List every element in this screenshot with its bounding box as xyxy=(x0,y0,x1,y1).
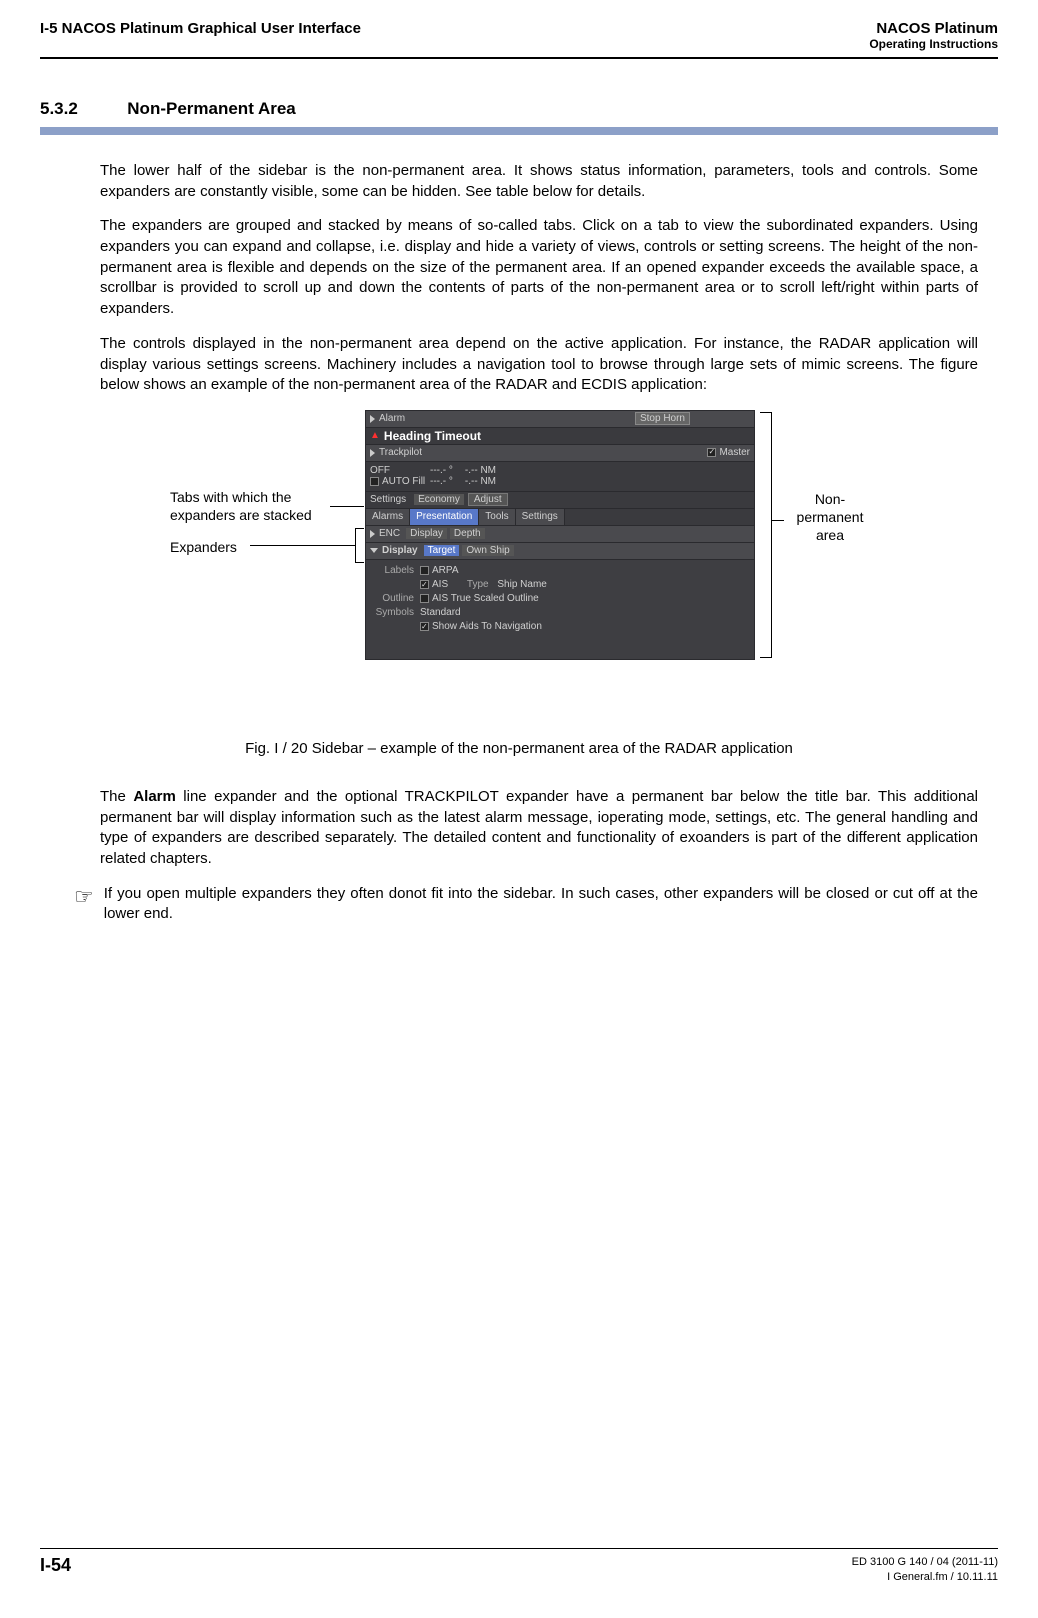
annot-np-l1: Non- xyxy=(785,490,875,508)
annot-tabs: Tabs with which the expanders are stacke… xyxy=(170,488,312,524)
p4c: line expander and the optional TRACKPILO… xyxy=(100,788,978,867)
ss-enc: ENC xyxy=(379,528,400,539)
ss-depth: Depth xyxy=(450,528,485,539)
ss-display-row: Display Target Own Ship xyxy=(366,543,754,560)
ss-nm3: ---.- ° xyxy=(430,476,453,487)
footer-rule xyxy=(40,1548,998,1549)
pointing-hand-icon: ☞ xyxy=(74,882,94,923)
tab-tools: Tools xyxy=(479,509,515,525)
ss-trackpilot-row: Trackpilot Master xyxy=(366,445,754,462)
ss-status-row: OFF AUTO Fill ---.- ° ---.- ° -.-- NM -.… xyxy=(366,462,754,492)
ss-master: Master xyxy=(719,447,750,458)
ss-symbols: Symbols xyxy=(372,606,420,634)
ss-type: Type xyxy=(467,579,489,590)
annot-expanders: Expanders xyxy=(170,538,237,556)
ss-showaids: Show Aids To Navigation xyxy=(432,621,542,632)
section-heading: 5.3.2 Non-Permanent Area xyxy=(40,99,998,119)
ss-settings: Settings xyxy=(370,494,406,505)
p4b: Alarm xyxy=(133,788,176,805)
body-content: The lower half of the sidebar is the non… xyxy=(100,161,978,396)
section-underline xyxy=(40,127,998,135)
ss-shipname: Ship Name xyxy=(497,579,546,590)
footer-doc: ED 3100 G 140 / 04 (2011-11) xyxy=(852,1555,998,1569)
annot-tabs-l1: Tabs with which the xyxy=(170,488,312,506)
ss-display2: Display xyxy=(382,545,418,556)
section-number: 5.3.2 xyxy=(40,99,78,118)
ss-economy: Economy xyxy=(414,494,464,505)
warning-icon: ▲ xyxy=(370,430,380,441)
ss-aisoutline: AIS True Scaled Outline xyxy=(432,593,539,604)
expand-down-icon xyxy=(370,548,378,553)
tab-presentation: Presentation xyxy=(410,509,479,525)
expand-icon xyxy=(370,530,375,538)
annot-tabs-l2: expanders are stacked xyxy=(170,506,312,524)
after-figure: The Alarm line expander and the optional… xyxy=(100,787,978,870)
checkbox-icon xyxy=(420,566,429,575)
header-rule xyxy=(40,57,998,59)
footer-file: I General.fm / 10.11.11 xyxy=(852,1570,998,1584)
header-right: NACOS Platinum Operating Instructions xyxy=(869,20,998,51)
checkbox-icon xyxy=(420,580,429,589)
ss-outline: Outline xyxy=(372,592,420,606)
ss-alarm: Alarm xyxy=(379,413,405,424)
figure: Tabs with which the expanders are stacke… xyxy=(40,410,998,710)
annot-nonpermanent: Non- permanent area xyxy=(785,490,875,545)
annot-np-l3: area xyxy=(785,526,875,544)
ss-alarm-row: Alarm Stop Horn xyxy=(366,411,754,428)
header-left: I-5 NACOS Platinum Graphical User Interf… xyxy=(40,20,361,37)
ss-heading: Heading Timeout xyxy=(384,429,481,443)
ss-ownship: Own Ship xyxy=(462,545,513,556)
ss-body: Labels ARPA AIS Type Ship Name Outline A… xyxy=(366,560,754,638)
annot-np-l2: permanent xyxy=(785,508,875,526)
checkbox-icon xyxy=(707,448,716,457)
paragraph-3: The controls displayed in the non-perman… xyxy=(100,334,978,396)
ss-nm4: -.-- NM xyxy=(465,476,496,487)
ss-standard: Standard xyxy=(420,606,542,620)
ss-settings-row: Settings Economy Adjust xyxy=(366,492,754,509)
ss-nm1: ---.- ° xyxy=(430,465,453,476)
tab-alarms: Alarms xyxy=(366,509,410,525)
bracket-np xyxy=(760,412,772,658)
bracket-expanders xyxy=(355,528,364,563)
ss-heading-row: ▲ Heading Timeout xyxy=(366,428,754,445)
note-text: If you open multiple expanders they ofte… xyxy=(104,884,978,925)
expand-icon xyxy=(370,415,375,423)
note: ☞ If you open multiple expanders they of… xyxy=(74,884,978,925)
ss-enc-row: ENC Display Depth xyxy=(366,526,754,543)
ss-stophorn: Stop Horn xyxy=(635,412,690,425)
sidebar-screenshot: Alarm Stop Horn ▲ Heading Timeout Trackp… xyxy=(365,410,755,660)
line-tabs xyxy=(330,506,364,507)
page-header: I-5 NACOS Platinum Graphical User Interf… xyxy=(40,20,998,51)
paragraph-1: The lower half of the sidebar is the non… xyxy=(100,161,978,202)
ss-ais: AIS xyxy=(432,579,448,590)
paragraph-4: The Alarm line expander and the optional… xyxy=(100,787,978,870)
ss-display: Display xyxy=(406,528,447,539)
ss-tabs-1: Alarms Presentation Tools Settings xyxy=(366,509,754,526)
section-title: Non-Permanent Area xyxy=(127,99,295,118)
checkbox-icon xyxy=(420,622,429,631)
figure-caption: Fig. I / 20 Sidebar – example of the non… xyxy=(40,740,998,757)
tab-settings: Settings xyxy=(516,509,565,525)
header-subtitle: Operating Instructions xyxy=(869,37,998,51)
paragraph-2: The expanders are grouped and stacked by… xyxy=(100,216,978,319)
page-footer: I-54 ED 3100 G 140 / 04 (2011-11) I Gene… xyxy=(40,1548,998,1584)
header-title: NACOS Platinum xyxy=(869,20,998,37)
ss-labels: Labels xyxy=(372,564,420,592)
ss-arpa: ARPA xyxy=(432,565,459,576)
expand-icon xyxy=(370,449,375,457)
ss-nm2: -.-- NM xyxy=(465,465,496,476)
line-expanders xyxy=(250,545,355,546)
page-number: I-54 xyxy=(40,1555,71,1576)
ss-adjust: Adjust xyxy=(468,493,508,506)
line-np xyxy=(772,520,784,521)
footer-meta: ED 3100 G 140 / 04 (2011-11) I General.f… xyxy=(852,1555,998,1584)
ss-trackpilot: Trackpilot xyxy=(379,447,422,458)
ss-off: OFF xyxy=(370,465,430,476)
ss-autofill: AUTO Fill xyxy=(382,476,425,487)
ss-target: Target xyxy=(424,545,460,556)
checkbox-icon xyxy=(370,477,379,486)
checkbox-icon xyxy=(420,594,429,603)
p4a: The xyxy=(100,788,133,805)
